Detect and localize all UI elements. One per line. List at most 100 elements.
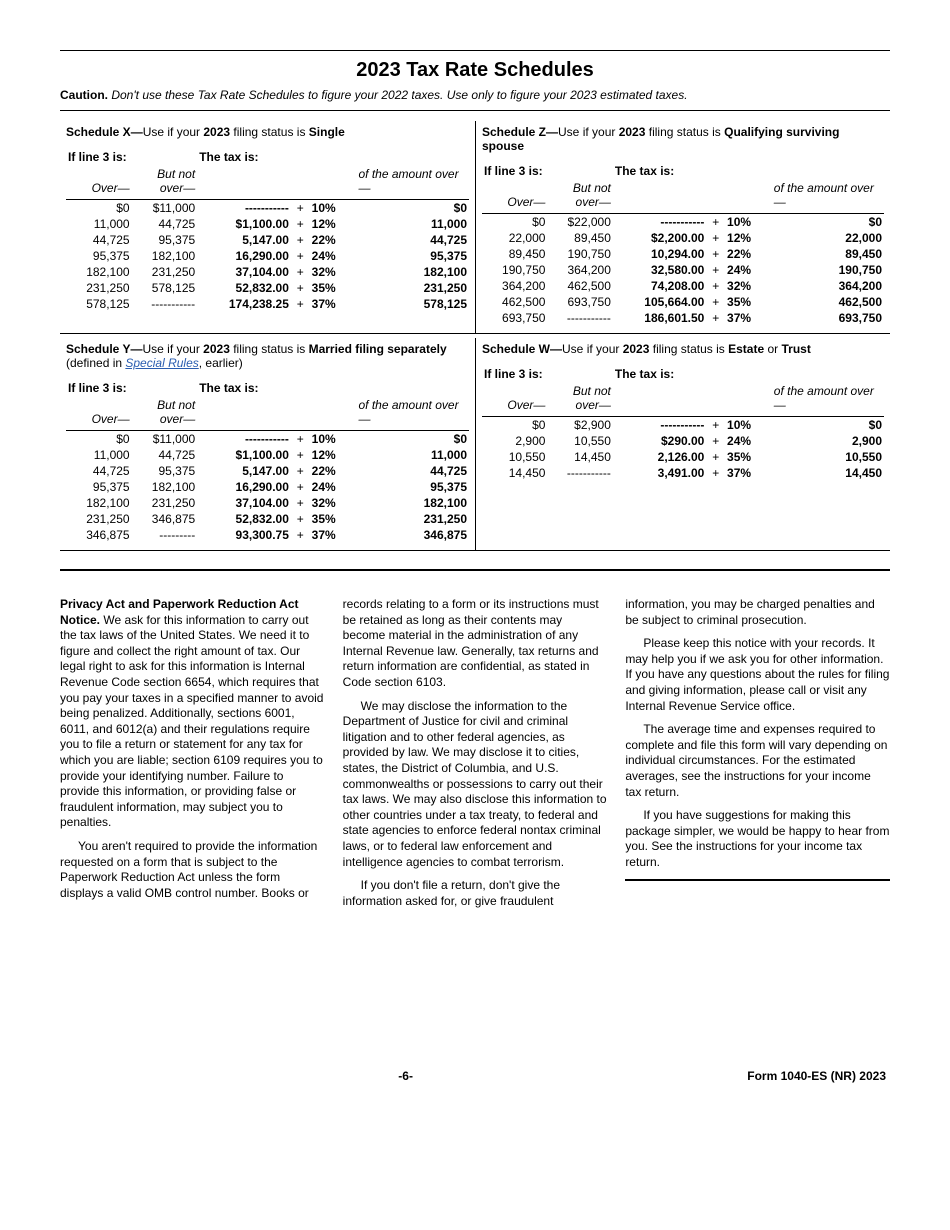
cell-base: $290.00: [613, 433, 706, 449]
schedule-status-b: Trust: [781, 342, 810, 356]
cell-rate: 37%: [725, 465, 772, 484]
cell-over: 462,500: [482, 294, 547, 310]
cell-over: 2,900: [482, 433, 547, 449]
schedule-x-rows: $0$11,000-----------+10%$011,00044,725$1…: [66, 200, 469, 316]
cell-ofamt: 693,750: [772, 310, 884, 329]
notice-p1-text: We ask for this information to carry out…: [60, 613, 323, 830]
table-row: $0$2,900-----------+10%$0: [482, 417, 884, 434]
thetax-header: The tax is:: [613, 366, 772, 383]
ifline-header: If line 3 is:: [66, 149, 197, 166]
notice-p3: We may disclose the information to the D…: [343, 699, 608, 871]
schedule-y-title: Schedule Y—Use if your 2023 filing statu…: [66, 342, 469, 370]
table-row: 182,100231,25037,104.00+32%182,100: [66, 495, 469, 511]
cell-rate: 22%: [725, 246, 772, 262]
cell-base: $1,100.00: [197, 447, 291, 463]
cell-plus: +: [291, 216, 310, 232]
cell-rate: 22%: [310, 232, 357, 248]
cell-rate: 35%: [310, 511, 357, 527]
cell-base: 2,126.00: [613, 449, 706, 465]
cell-rate: 37%: [725, 310, 772, 329]
schedule-x: Schedule X—Use if your 2023 filing statu…: [60, 121, 475, 334]
cell-plus: +: [291, 264, 310, 280]
cell-plus: +: [291, 479, 310, 495]
schedule-z-title: Schedule Z—Use if your 2023 filing statu…: [482, 125, 884, 153]
notice-rule: [60, 569, 890, 577]
cell-notover: 364,200: [547, 262, 612, 278]
cell-notover: 10,550: [547, 433, 612, 449]
ofamt-header: of the amount over—: [772, 180, 884, 214]
cell-rate: 32%: [310, 495, 357, 511]
cell-ofamt: 95,375: [357, 479, 470, 495]
page-footer: -6- Form 1040-ES (NR) 2023: [60, 1069, 890, 1083]
cell-plus: +: [706, 433, 725, 449]
cell-ofamt: 346,875: [357, 527, 470, 546]
cell-over: $0: [482, 214, 547, 231]
schedule-prefix: Schedule W—: [482, 342, 562, 356]
cell-over: $0: [482, 417, 547, 434]
over-header: Over—: [66, 166, 132, 200]
cell-rate: 35%: [725, 449, 772, 465]
cell-ofamt: 89,450: [772, 246, 884, 262]
cell-ofamt: $0: [772, 214, 884, 231]
table-row: 190,750364,20032,580.00+24%190,750: [482, 262, 884, 278]
schedule-or: or: [764, 342, 781, 356]
notice-p5: Please keep this notice with your record…: [625, 636, 890, 714]
schedule-z-table: If line 3 is: The tax is: Over— But not …: [482, 163, 884, 329]
cell-rate: 35%: [310, 280, 357, 296]
table-row: 11,00044,725$1,100.00+12%11,000: [66, 216, 469, 232]
schedule-prefix: Schedule Z—: [482, 125, 558, 139]
over-header: Over—: [482, 383, 547, 417]
cell-ofamt: 14,450: [772, 465, 884, 484]
cell-over: 182,100: [66, 264, 132, 280]
special-rules-link[interactable]: Special Rules: [125, 356, 198, 370]
schedule-prefix: Schedule Y—: [66, 342, 142, 356]
cell-notover: 14,450: [547, 449, 612, 465]
cell-rate: 37%: [310, 296, 357, 315]
cell-notover: $11,000: [132, 431, 198, 448]
cell-plus: +: [291, 463, 310, 479]
cell-ofamt: 578,125: [357, 296, 470, 315]
cell-ofamt: 231,250: [357, 280, 470, 296]
schedule-y-rows: $0$11,000-----------+10%$011,00044,725$1…: [66, 431, 469, 547]
schedule-end: , earlier): [199, 356, 243, 370]
cell-rate: 32%: [310, 264, 357, 280]
cell-over: 14,450: [482, 465, 547, 484]
cell-ofamt: 10,550: [772, 449, 884, 465]
cell-over: $0: [66, 431, 132, 448]
table-row: 182,100231,25037,104.00+32%182,100: [66, 264, 469, 280]
notover-header: But not over—: [132, 397, 198, 431]
table-row: 89,450190,75010,294.00+22%89,450: [482, 246, 884, 262]
table-row: $0$22,000-----------+10%$0: [482, 214, 884, 231]
cell-rate: 24%: [310, 479, 357, 495]
ifline-header: If line 3 is:: [66, 380, 197, 397]
cell-base: 74,208.00: [613, 278, 706, 294]
cell-over: 231,250: [66, 511, 132, 527]
schedule-z: Schedule Z—Use if your 2023 filing statu…: [475, 121, 890, 334]
schedule-filing: filing status is: [645, 125, 724, 139]
schedule-x-table: If line 3 is: The tax is: Over— But not …: [66, 149, 469, 315]
schedule-year: 2023: [623, 342, 650, 356]
table-row: 578,125-----------174,238.25+37%578,125: [66, 296, 469, 315]
cell-plus: +: [291, 527, 310, 546]
cell-notover: 693,750: [547, 294, 612, 310]
schedules-grid: Schedule X—Use if your 2023 filing statu…: [60, 121, 890, 555]
schedule-w-title: Schedule W—Use if your 2023 filing statu…: [482, 342, 884, 356]
cell-plus: +: [706, 262, 725, 278]
cell-ofamt: 95,375: [357, 248, 470, 264]
cell-over: 89,450: [482, 246, 547, 262]
cell-notover: $11,000: [132, 200, 198, 217]
cell-plus: +: [706, 417, 725, 434]
cell-ofamt: 182,100: [357, 264, 470, 280]
cell-notover: 182,100: [132, 479, 198, 495]
cell-rate: 10%: [310, 431, 357, 448]
cell-plus: +: [706, 214, 725, 231]
cell-plus: +: [706, 310, 725, 329]
cell-base: 52,832.00: [197, 511, 291, 527]
schedule-w-table: If line 3 is: The tax is: Over— But not …: [482, 366, 884, 484]
cell-plus: +: [291, 280, 310, 296]
cell-base: 37,104.00: [197, 264, 291, 280]
table-row: 346,875---------93,300.75+37%346,875: [66, 527, 469, 546]
cell-ofamt: 11,000: [357, 447, 470, 463]
cell-rate: 37%: [310, 527, 357, 546]
cell-rate: 12%: [310, 447, 357, 463]
